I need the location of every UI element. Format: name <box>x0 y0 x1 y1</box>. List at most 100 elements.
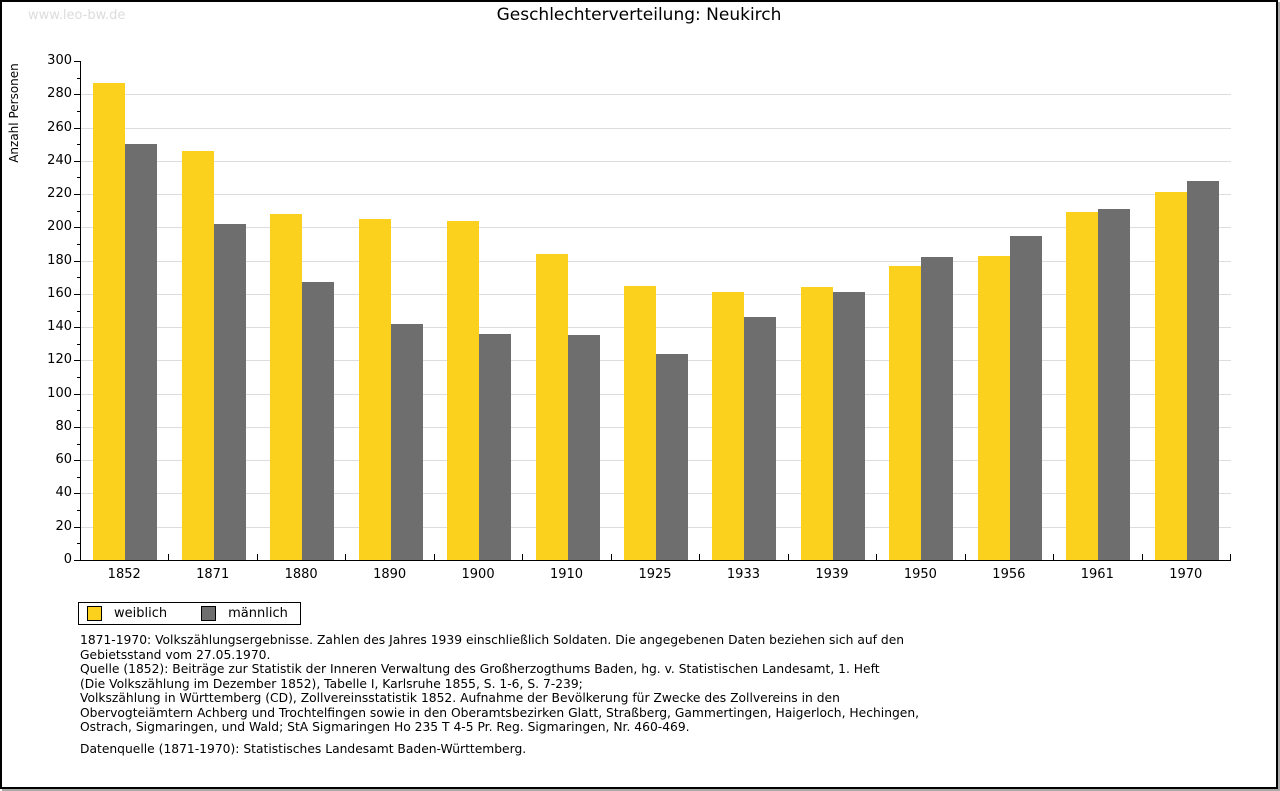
data-source-line: Datenquelle (1871-1970): Statistisches L… <box>80 742 527 756</box>
bar-weiblich-1925 <box>624 285 656 560</box>
legend: weiblich männlich <box>78 602 301 625</box>
bar-weiblich-1950 <box>889 265 922 560</box>
y-tick-label: 200 <box>47 219 72 235</box>
bar-männlich-1890 <box>390 323 423 560</box>
x-tick <box>610 554 612 560</box>
footnote-line: Gebietsstand vom 27.05.1970. <box>80 647 271 662</box>
legend-item-weiblich: weiblich <box>87 606 167 621</box>
y-major-tick <box>74 426 80 428</box>
gridline <box>81 227 1231 229</box>
legend-label: weiblich <box>114 606 168 621</box>
y-major-tick <box>74 327 80 329</box>
y-minor-tick <box>77 443 80 445</box>
legend-label: männlich <box>228 606 288 621</box>
y-tick-label: 100 <box>47 385 72 401</box>
y-tick-label: 240 <box>47 152 72 168</box>
bar-männlich-1852 <box>125 144 158 560</box>
footnotes: 1871-1970: Volkszählungsergebnisse. Zahl… <box>80 633 1220 735</box>
watermark: www.leo-bw.de <box>28 8 126 23</box>
gridline <box>81 94 1231 96</box>
y-minor-tick <box>77 77 80 79</box>
y-tick-label: 40 <box>55 485 72 501</box>
y-tick-label: 280 <box>47 86 72 102</box>
y-major-tick <box>74 61 80 62</box>
x-tick-label: 1890 <box>373 567 407 582</box>
y-tick-label: 0 <box>63 552 72 567</box>
bar-männlich-1933 <box>744 317 777 560</box>
footnote-line: Ostrach, Sigmaringen, und Wald; StA Sigm… <box>80 720 690 734</box>
bar-männlich-1956 <box>1009 235 1042 560</box>
bar-weiblich-1900 <box>447 220 480 560</box>
x-tick-label: 1880 <box>284 567 318 582</box>
bar-männlich-1950 <box>921 257 954 560</box>
y-minor-tick <box>77 543 80 545</box>
bar-männlich-1925 <box>656 353 688 560</box>
y-minor-tick <box>77 243 80 245</box>
bar-weiblich-1933 <box>712 292 745 560</box>
footnote-line: (Die Volkszählung im Dezember 1852), Tab… <box>80 676 583 691</box>
y-major-tick <box>74 460 80 462</box>
x-tick-label: 1939 <box>815 567 849 582</box>
y-minor-tick <box>77 310 80 312</box>
bar-männlich-1939 <box>832 292 865 560</box>
x-tick <box>964 554 966 560</box>
bar-weiblich-1961 <box>1066 212 1099 560</box>
y-minor-tick <box>77 410 80 412</box>
y-major-tick <box>74 194 80 196</box>
bar-weiblich-1852 <box>93 82 126 560</box>
y-major-tick <box>74 393 80 395</box>
bar-weiblich-1871 <box>181 150 214 560</box>
y-tick-label: 80 <box>55 418 72 434</box>
y-minor-tick <box>77 476 80 478</box>
x-tick <box>787 554 789 560</box>
bar-männlich-1880 <box>302 282 335 560</box>
x-tick <box>1053 554 1055 560</box>
x-tick-label: 1925 <box>638 567 672 582</box>
gridline <box>81 160 1231 162</box>
x-tick <box>876 554 878 560</box>
x-tick-label: 1950 <box>903 567 937 582</box>
y-minor-tick <box>77 377 80 379</box>
footnote-line: Quelle (1852): Beiträge zur Statistik de… <box>80 662 880 676</box>
bar-männlich-1961 <box>1098 209 1131 560</box>
legend-item-männlich: männlich <box>201 606 288 621</box>
x-tick <box>1230 554 1231 560</box>
x-tick-label: 1961 <box>1080 567 1114 582</box>
y-minor-tick <box>77 144 80 146</box>
gridline <box>81 194 1231 196</box>
y-major-tick <box>74 493 80 495</box>
x-tick-label: 1956 <box>992 567 1026 582</box>
y-major-tick <box>74 360 80 362</box>
y-major-tick <box>74 293 80 295</box>
bar-weiblich-1880 <box>270 214 303 560</box>
gridline <box>81 293 1231 295</box>
y-tick-label: 260 <box>47 119 72 135</box>
y-axis-title: Anzahl Personen <box>7 63 21 163</box>
footnote-line: Obervogteiämtern Achberg und Trochtelfin… <box>80 705 920 720</box>
legend-swatch-männlich <box>201 606 217 621</box>
y-tick-label: 220 <box>47 186 72 202</box>
x-tick-label: 1852 <box>107 567 141 582</box>
y-major-tick <box>74 94 80 96</box>
y-tick-label: 60 <box>55 452 72 468</box>
footnote-line: 1871-1970: Volkszählungsergebnisse. Zahl… <box>80 633 905 647</box>
bar-weiblich-1910 <box>535 253 568 560</box>
y-minor-tick <box>77 177 80 179</box>
x-tick-label: 1970 <box>1169 567 1203 582</box>
y-minor-tick <box>77 343 80 345</box>
x-tick <box>168 554 170 560</box>
x-tick <box>256 554 258 560</box>
y-major-tick <box>74 526 80 528</box>
y-major-tick <box>74 260 80 262</box>
bar-weiblich-1890 <box>358 219 391 560</box>
x-tick <box>522 554 524 560</box>
bar-weiblich-1939 <box>800 287 833 560</box>
y-minor-tick <box>77 110 80 112</box>
x-tick-label: 1933 <box>726 567 760 582</box>
x-tick-label: 1910 <box>549 567 584 582</box>
x-tick <box>345 554 347 560</box>
y-major-tick <box>74 160 80 162</box>
bar-männlich-1910 <box>567 335 600 560</box>
x-tick-label: 1900 <box>461 567 495 582</box>
